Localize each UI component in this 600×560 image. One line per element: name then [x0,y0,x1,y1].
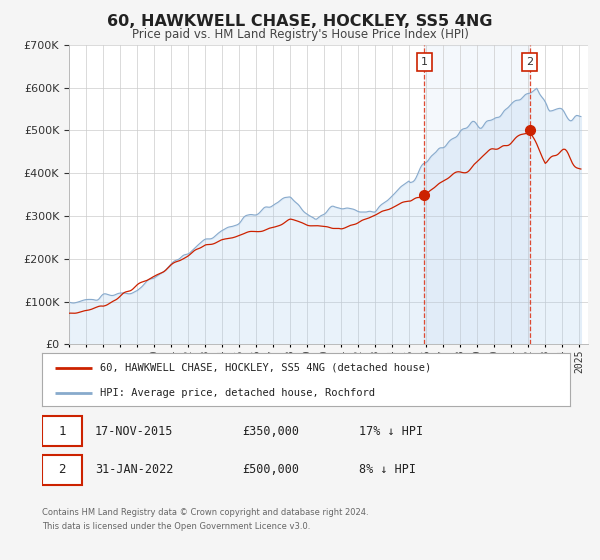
Text: 8% ↓ HPI: 8% ↓ HPI [359,463,416,476]
Text: 1: 1 [58,424,65,438]
Text: 60, HAWKWELL CHASE, HOCKLEY, SS5 4NG (detached house): 60, HAWKWELL CHASE, HOCKLEY, SS5 4NG (de… [100,363,431,373]
Text: 2: 2 [526,57,533,67]
Text: Price paid vs. HM Land Registry's House Price Index (HPI): Price paid vs. HM Land Registry's House … [131,28,469,41]
Text: 1: 1 [421,57,428,67]
Text: Contains HM Land Registry data © Crown copyright and database right 2024.: Contains HM Land Registry data © Crown c… [42,508,368,517]
Text: 17% ↓ HPI: 17% ↓ HPI [359,424,423,438]
Text: 17-NOV-2015: 17-NOV-2015 [95,424,173,438]
Text: HPI: Average price, detached house, Rochford: HPI: Average price, detached house, Roch… [100,388,375,398]
Text: 31-JAN-2022: 31-JAN-2022 [95,463,173,476]
Bar [424,45,530,344]
FancyBboxPatch shape [42,416,82,446]
FancyBboxPatch shape [42,455,82,484]
Text: 2: 2 [58,463,65,476]
Text: £500,000: £500,000 [242,463,299,476]
Text: This data is licensed under the Open Government Licence v3.0.: This data is licensed under the Open Gov… [42,522,310,531]
Text: £350,000: £350,000 [242,424,299,438]
Text: 60, HAWKWELL CHASE, HOCKLEY, SS5 4NG: 60, HAWKWELL CHASE, HOCKLEY, SS5 4NG [107,14,493,29]
